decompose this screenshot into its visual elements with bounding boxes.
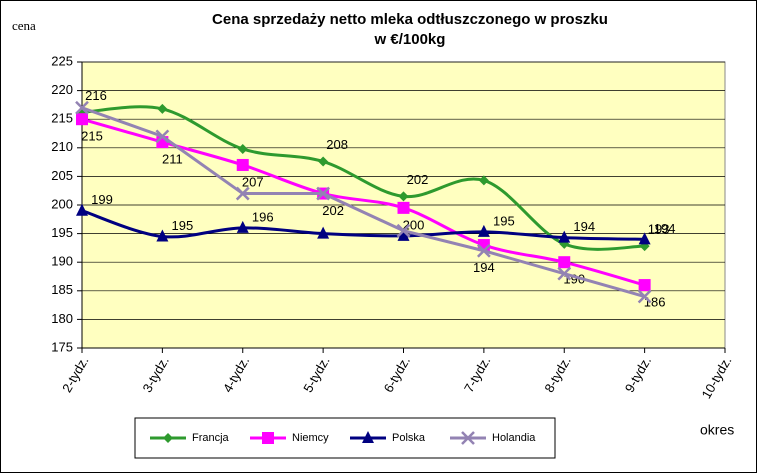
legend-label: Niemcy (292, 432, 329, 444)
marker (318, 156, 329, 167)
y-tick-label: 185 (51, 282, 73, 297)
chart-title: Cena sprzedaży netto mleka odtłuszczoneg… (212, 11, 608, 28)
marker (155, 129, 170, 144)
data-label: 211 (162, 152, 183, 167)
series-line (81, 117, 646, 287)
marker (638, 232, 651, 245)
marker (236, 158, 249, 171)
y-axis-label: cena (12, 18, 36, 33)
marker (396, 223, 411, 238)
data-label: 194 (654, 221, 676, 236)
y-tick-label: 195 (51, 225, 73, 240)
marker (558, 256, 571, 269)
chart-subtitle: w €/100kg (374, 31, 446, 48)
marker (262, 432, 274, 444)
marker (316, 186, 331, 201)
marker (157, 103, 168, 114)
marker (236, 220, 249, 233)
data-label: 207 (242, 174, 264, 189)
data-label: 194 (473, 260, 495, 275)
y-tick-label: 200 (51, 196, 73, 211)
data-label: 216 (85, 88, 107, 103)
legend-label: Polska (392, 432, 426, 444)
marker (76, 113, 88, 126)
series-line (81, 106, 646, 298)
y-tick-label: 205 (51, 168, 73, 183)
marker (163, 433, 173, 443)
data-label: 186 (644, 295, 666, 310)
marker (478, 175, 489, 186)
marker (397, 228, 410, 241)
marker (235, 186, 250, 201)
data-label: 194 (573, 219, 595, 234)
marker (638, 279, 651, 292)
y-tick-label: 210 (51, 139, 73, 154)
y-tick-label: 190 (51, 254, 73, 269)
marker (461, 431, 475, 445)
marker (362, 431, 374, 443)
data-label: 193 (648, 222, 670, 237)
data-label: 195 (493, 213, 515, 228)
data-label: 202 (322, 203, 344, 218)
marker (476, 243, 491, 258)
y-tick-label: 175 (51, 339, 73, 354)
marker (398, 191, 409, 202)
legend-label: Holandia (492, 432, 536, 444)
marker (237, 143, 248, 154)
marker (557, 266, 572, 281)
marker (76, 203, 88, 216)
marker (397, 201, 410, 214)
x-axis-label: okres (700, 422, 734, 438)
marker (156, 229, 169, 242)
data-label: 202 (407, 172, 429, 187)
y-tick-label: 225 (51, 53, 73, 68)
marker (637, 289, 652, 304)
data-label: 199 (91, 192, 113, 207)
y-tick-label: 180 (51, 311, 73, 326)
marker (75, 100, 89, 115)
data-label: 195 (172, 218, 194, 233)
series-line (81, 105, 645, 251)
data-label: 215 (81, 129, 103, 144)
legend-label: Francja (192, 432, 230, 444)
y-tick-label: 220 (51, 82, 73, 97)
data-label: 196 (252, 209, 274, 224)
marker (558, 230, 571, 243)
data-label: 200 (403, 217, 425, 232)
marker (317, 226, 330, 239)
data-label: 208 (326, 137, 348, 152)
y-tick-label: 215 (51, 111, 73, 126)
marker (477, 224, 490, 237)
